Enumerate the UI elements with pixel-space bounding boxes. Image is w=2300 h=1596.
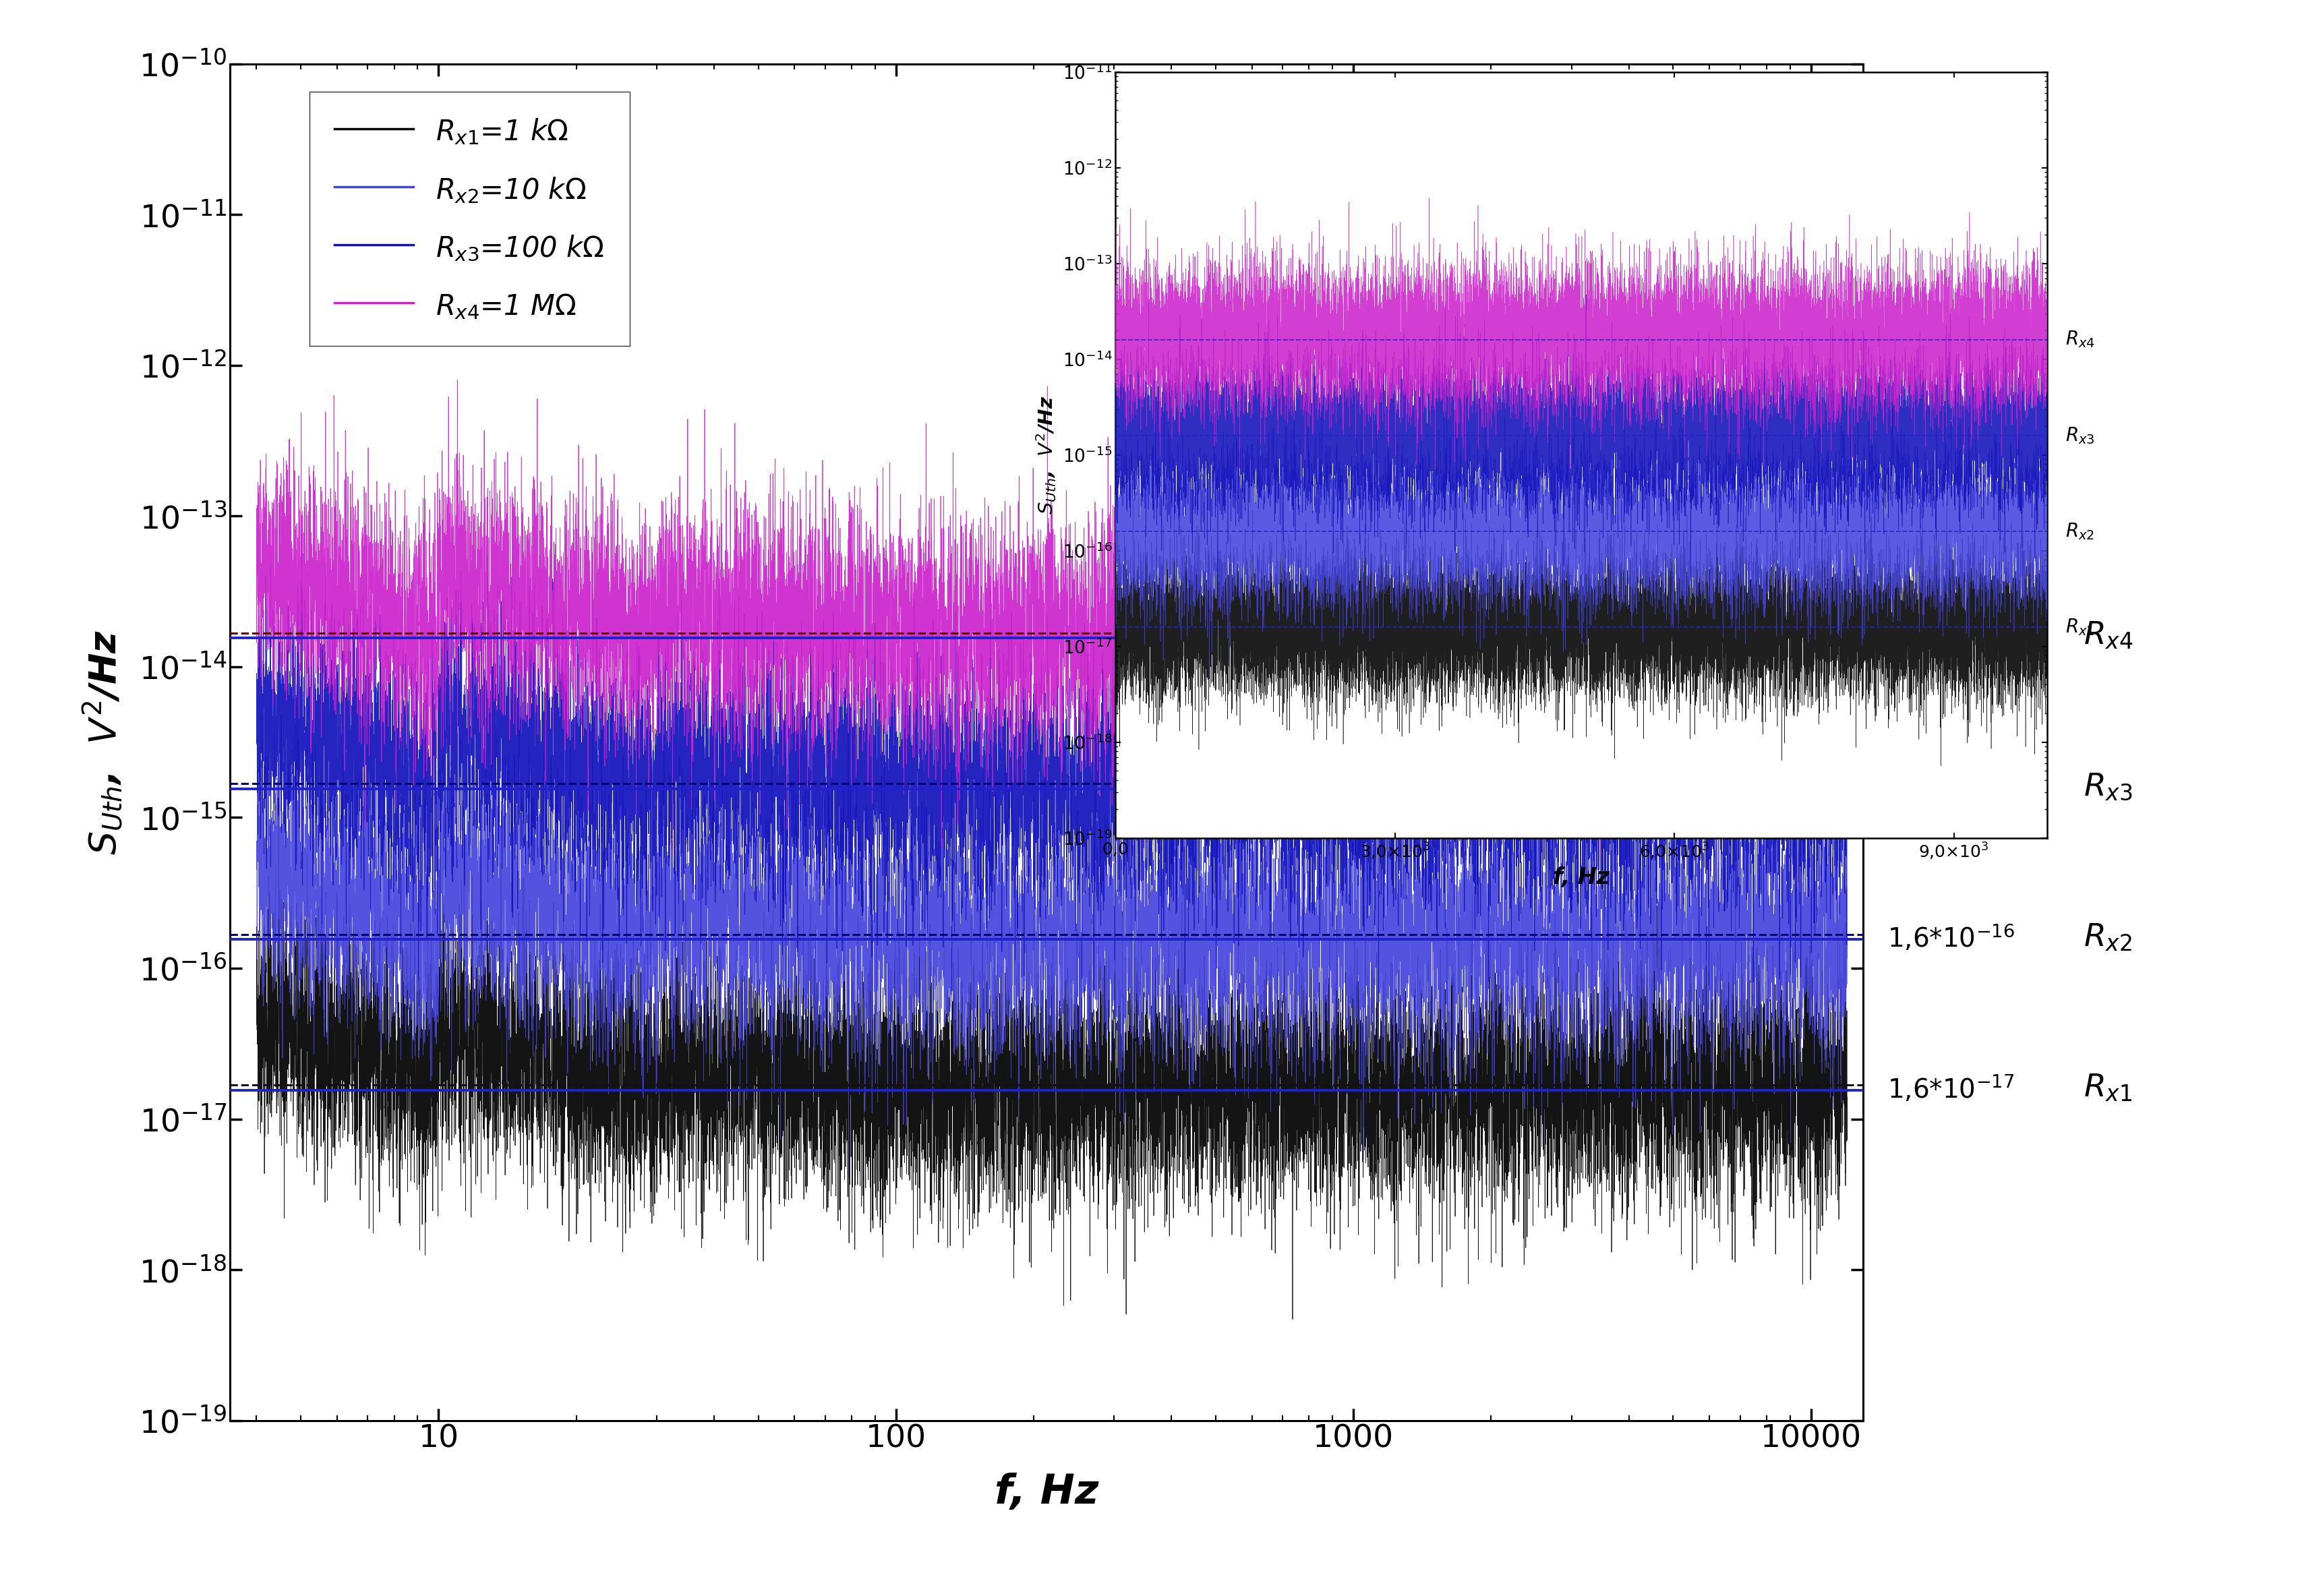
Text: $R_{x4}$: $R_{x4}$ [2065, 329, 2095, 350]
Text: $R_{x4}$: $R_{x4}$ [2084, 621, 2132, 651]
Text: 1,6*10$^{-16}$: 1,6*10$^{-16}$ [1888, 922, 2015, 953]
Text: $R_{x3}$: $R_{x3}$ [2065, 425, 2095, 445]
Y-axis label: $S_{Uth}$,  $V^2$/Hz: $S_{Uth}$, $V^2$/Hz [81, 629, 124, 855]
Text: $R_{x3}$: $R_{x3}$ [2084, 771, 2132, 801]
Text: 1,6*10$^{-15}$: 1,6*10$^{-15}$ [1888, 772, 2015, 801]
Text: $R_{x1}$: $R_{x1}$ [2065, 616, 2095, 637]
Text: $R_{x2}$: $R_{x2}$ [2065, 520, 2095, 541]
X-axis label: f, Hz: f, Hz [1553, 867, 1610, 889]
Legend: $R_{x1}$=1 k$\Omega$, $R_{x2}$=10 k$\Omega$, $R_{x3}$=100 k$\Omega$, $R_{x4}$=1 : $R_{x1}$=1 k$\Omega$, $R_{x2}$=10 k$\Ome… [310, 91, 630, 346]
Y-axis label: $S_{Uth}$,  $V^2$/Hz: $S_{Uth}$, $V^2$/Hz [1035, 396, 1058, 514]
X-axis label: f, Hz: f, Hz [994, 1473, 1099, 1513]
Text: $R_{x2}$: $R_{x2}$ [2084, 922, 2132, 953]
Text: 1,6*10$^{-14}$: 1,6*10$^{-14}$ [1888, 621, 2015, 651]
Text: $R_{x1}$: $R_{x1}$ [2084, 1073, 2132, 1103]
Text: 1,6*10$^{-17}$: 1,6*10$^{-17}$ [1888, 1074, 2015, 1103]
